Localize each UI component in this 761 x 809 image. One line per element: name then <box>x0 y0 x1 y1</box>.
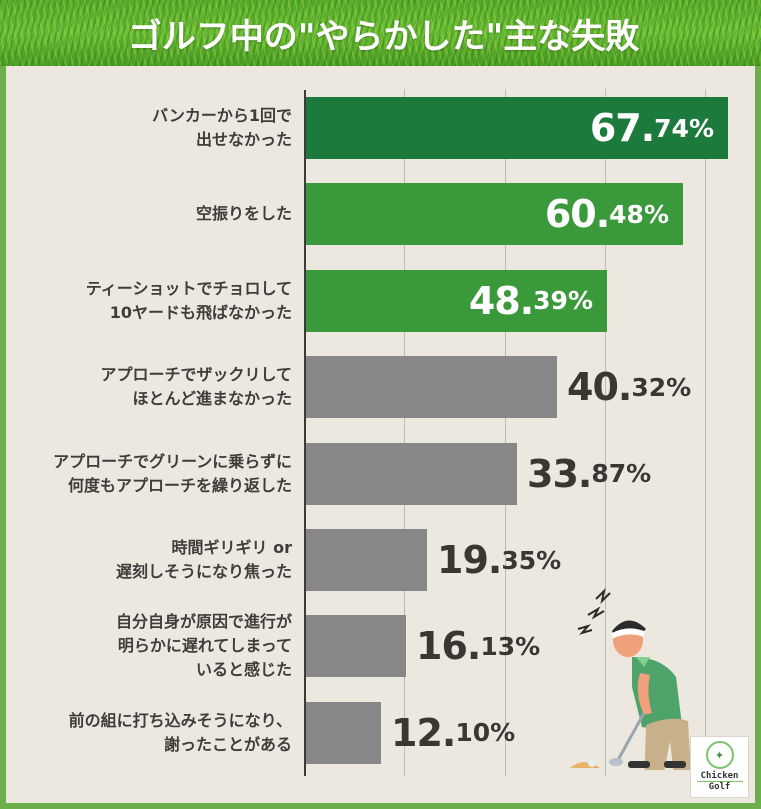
value-integer: 16. <box>416 624 481 669</box>
value-integer: 60. <box>544 192 610 237</box>
bar-label: アプローチでグリーンに乗らずに 何度もアプローチを繰り返した <box>53 451 292 495</box>
value-integer: 48. <box>468 278 534 323</box>
value-integer: 19. <box>437 538 502 582</box>
chart-title: ゴルフ中の"やらかした"主な失敗 <box>127 16 640 57</box>
gridline <box>505 89 506 776</box>
value-decimal: 39% <box>533 286 593 316</box>
bar-label: バンカーから1回で 出せなかった <box>152 106 292 149</box>
rooster-icon: ✦ <box>705 741 734 769</box>
logo-divider <box>696 781 743 782</box>
value-label: 60. 48% <box>306 183 669 245</box>
bar <box>306 356 557 419</box>
value-decimal: 87% <box>591 459 652 489</box>
bar <box>306 701 381 764</box>
value-decimal: 35% <box>501 545 562 575</box>
bar-row: 空振りをした 60. 48% <box>6 183 755 246</box>
value-label: 19. 35% <box>437 529 561 591</box>
bar <box>306 97 728 159</box>
frustrated-golfer-icon <box>570 587 691 770</box>
value-integer: 33. <box>527 451 592 496</box>
y-axis-line <box>304 90 306 776</box>
bar <box>306 442 517 505</box>
chart-panel: バンカーから1回で 出せなかった 67. 74% 空振りをした 60. 48% ティーショッ… <box>6 66 755 803</box>
bar-row: 時間ギリギリ or 遅刻しそうになり焦った 19. 35% <box>6 529 755 591</box>
value-integer: 12. <box>391 710 456 755</box>
gridline <box>705 89 706 776</box>
title-banner: ゴルフ中の"やらかした"主な失敗 <box>0 0 761 66</box>
gridline <box>605 89 606 776</box>
value-integer: 40. <box>567 365 632 410</box>
logo-text-chicken: Chicken <box>700 771 739 781</box>
bar <box>306 615 406 678</box>
value-decimal: 32% <box>631 372 692 402</box>
bar <box>306 183 683 246</box>
bar-label: 前の組に打ち込みそうになり、 謝ったことがある <box>68 710 292 754</box>
bar <box>306 269 607 332</box>
bar-row: 前の組に打ち込みそうになり、 謝ったことがある 12. 10% <box>6 701 755 764</box>
bar-row: ティーショットでチョロして 10ヤードも飛ばなかった 48. 39% <box>6 269 755 332</box>
bar-label: 時間ギリギリ or 遅刻しそうになり焦った <box>115 538 292 581</box>
bar <box>306 529 427 591</box>
value-decimal: 48% <box>609 199 669 229</box>
value-label: 12. 10% <box>391 702 515 764</box>
bar-label: 自分自身が原因で進行が 明らかに遅れてしまって いると感じた <box>115 612 292 680</box>
logo-text-golf: Golf <box>708 782 731 792</box>
gridline <box>404 89 405 776</box>
bar-row: バンカーから1回で 出せなかった 67. 74% <box>6 97 755 159</box>
bar-row: 自分自身が原因で進行が 明らかに遅れてしまって いると感じた 16. 13% <box>6 612 755 679</box>
value-label: 40. 32% <box>567 356 691 418</box>
value-integer: 67. <box>589 106 655 150</box>
bar-label: ティーショットでチョロして 10ヤードも飛ばなかった <box>85 278 292 322</box>
bar-label: アプローチでザックリして ほとんど進まなかった <box>100 365 292 409</box>
value-decimal: 74% <box>654 113 714 143</box>
chicken-golf-logo: ✦ Chicken Golf <box>690 736 749 798</box>
value-label: 67. 74% <box>306 97 714 159</box>
bar-row: アプローチでザックリして ほとんど進まなかった 40. 32% <box>6 356 755 419</box>
bar-label: 空振りをした <box>195 204 292 224</box>
value-label: 33. 87% <box>527 443 651 505</box>
value-decimal: 13% <box>480 631 541 661</box>
value-label: 48. 39% <box>306 270 593 332</box>
value-decimal: 10% <box>455 718 516 748</box>
bar-row: アプローチでグリーンに乗らずに 何度もアプローチを繰り返した 33. 87% <box>6 442 755 505</box>
value-label: 16. 13% <box>416 615 540 677</box>
